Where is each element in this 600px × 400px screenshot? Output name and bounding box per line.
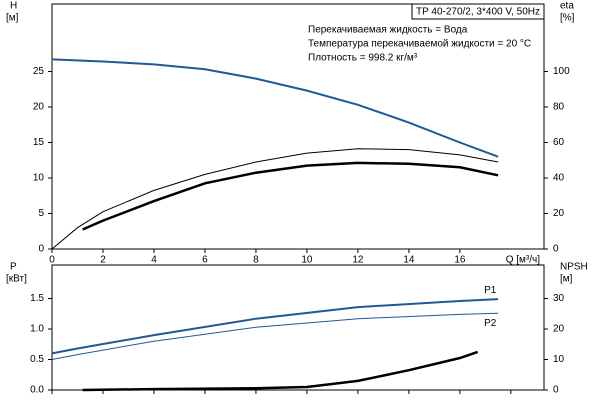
series-line xyxy=(51,58,499,158)
y-tick-label: 0.5 xyxy=(30,354,44,365)
y-tick-label: 10 xyxy=(33,173,45,184)
x-tick-label: 16 xyxy=(454,255,466,266)
y-axis-label: [кВт] xyxy=(6,274,27,285)
annotation: Температура перекачиваемой жидкости = 20… xyxy=(308,39,531,50)
y2-axis-label: NPSH xyxy=(560,262,588,273)
y-tick-label: 20 xyxy=(33,102,45,113)
y2-tick-label: 0 xyxy=(553,244,559,255)
y-tick-label: 15 xyxy=(33,137,45,148)
series-line xyxy=(51,148,499,250)
x-tick-label: 14 xyxy=(403,255,415,266)
y2-tick-label: 20 xyxy=(553,208,565,219)
y2-tick-label: 80 xyxy=(553,102,565,113)
plot-frame xyxy=(51,3,545,250)
x-tick-label: 12 xyxy=(352,255,364,266)
x-tick-label: 0 xyxy=(49,255,55,266)
plot-frame xyxy=(51,264,545,391)
x-tick-label: 4 xyxy=(151,255,157,266)
y2-tick-label: 10 xyxy=(553,354,565,365)
x-tick-label: 6 xyxy=(202,255,208,266)
y-tick-label: 0.0 xyxy=(30,385,44,396)
y2-axis-label: [%] xyxy=(560,13,575,24)
y-tick-label: 0 xyxy=(38,244,44,255)
y2-tick-label: 20 xyxy=(553,324,565,335)
chart-title: TP 40-270/2, 3*400 V, 50Hz xyxy=(416,7,540,18)
y-axis-label: [м] xyxy=(6,13,19,24)
y2-tick-label: 40 xyxy=(553,173,565,184)
y2-axis-label: [м] xyxy=(560,274,573,285)
y-axis-label: P xyxy=(10,262,17,273)
series-line xyxy=(51,312,499,360)
x-tick-label: 8 xyxy=(253,255,259,266)
annotation: Плотность = 998.2 кг/м³ xyxy=(308,53,418,64)
annotation: Перекачиваемая жидкость = Вода xyxy=(308,25,468,36)
series-label: P2 xyxy=(484,318,497,329)
y-tick-label: 5 xyxy=(38,208,44,219)
x-axis-label: Q [м³/ч] xyxy=(506,255,541,266)
y-tick-label: 25 xyxy=(33,66,45,77)
series-label: P1 xyxy=(484,285,497,296)
y2-tick-label: 100 xyxy=(553,66,570,77)
x-tick-label: 10 xyxy=(301,255,313,266)
series-line xyxy=(51,298,499,355)
title-box xyxy=(411,3,545,20)
x-tick-label: 2 xyxy=(100,255,106,266)
series-line xyxy=(82,350,479,392)
series-line xyxy=(82,161,499,231)
y-tick-label: 1.0 xyxy=(30,324,44,335)
y2-tick-label: 0 xyxy=(553,385,559,396)
y2-tick-label: 30 xyxy=(553,293,565,304)
y-axis-label: H xyxy=(10,1,17,12)
y2-tick-label: 60 xyxy=(553,137,565,148)
y2-axis-label: eta xyxy=(560,1,574,12)
y-tick-label: 1.5 xyxy=(30,293,44,304)
